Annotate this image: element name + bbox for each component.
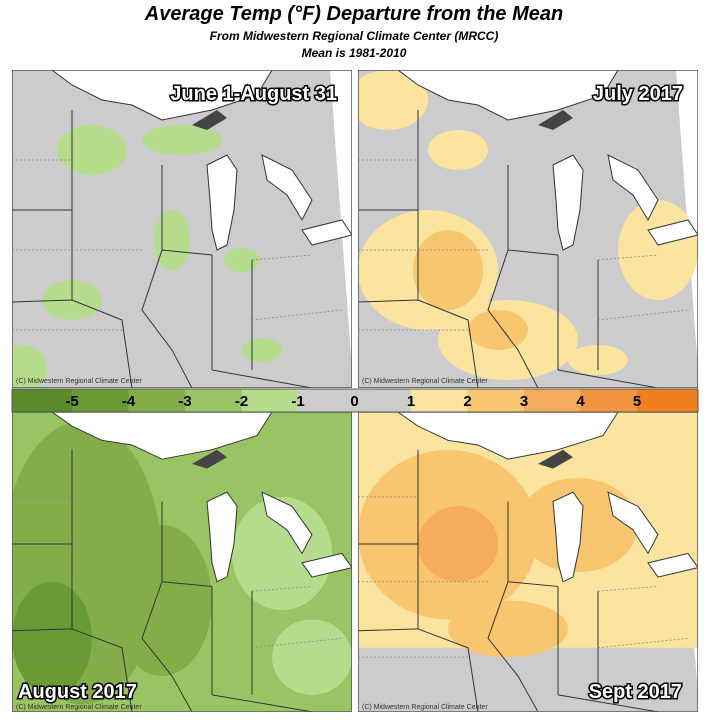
legend-swatch [411,389,468,412]
panel-label: August 2017 [18,681,137,703]
legend-label: 0 [350,393,358,410]
legend: -5 -4 -3 -2 -1 0 1 2 3 4 5 [11,388,699,413]
legend-swatch [524,389,581,412]
map-panel [12,412,352,712]
legend-swatch [241,389,298,412]
credit: (C) Midwestern Regional Climate Center [362,704,488,711]
legend-swatch [580,389,637,412]
legend-frame [11,388,699,413]
credit: (C) Midwestern Regional Climate Center [16,704,142,711]
legend-label: -5 [65,393,78,410]
panel-label: Sept 2017 [589,681,682,703]
legend-swatch [185,389,242,412]
legend-label: -4 [122,393,136,410]
legend-label: -3 [178,393,191,410]
legend-swatch [72,389,129,412]
credit: (C) Midwestern Regional Climate Center [16,378,142,385]
map-panel: July 2017 (C) Midwestern Regional Climat… [358,70,698,388]
panel-label: July 2017 [593,83,683,105]
legend-label: 4 [576,393,585,410]
map-panel [358,412,698,712]
subtitle: From Midwestern Regional Climate Center … [210,29,499,43]
legend-label: -2 [235,393,248,410]
legend-label: 3 [520,393,528,410]
legend-swatch [637,389,698,412]
panel-label: June 1-August 31 [170,83,337,105]
legend-swatch [467,389,524,412]
legend-swatch [298,389,355,412]
legend-swatch [12,389,72,412]
credit: (C) Midwestern Regional Climate Center [362,378,488,385]
legend-label: 2 [463,393,471,410]
legend-label: -1 [291,393,304,410]
title: Average Temp (°F) Departure from the Mea… [144,3,563,25]
legend-swatch [354,389,411,412]
map-panel: June 1-August 31 (C) Midwestern Regional… [12,70,352,388]
legend-label: 5 [633,393,641,410]
legend-swatch [128,389,185,412]
legend-label: 1 [407,393,415,410]
note: Mean is 1981-2010 [302,46,407,60]
